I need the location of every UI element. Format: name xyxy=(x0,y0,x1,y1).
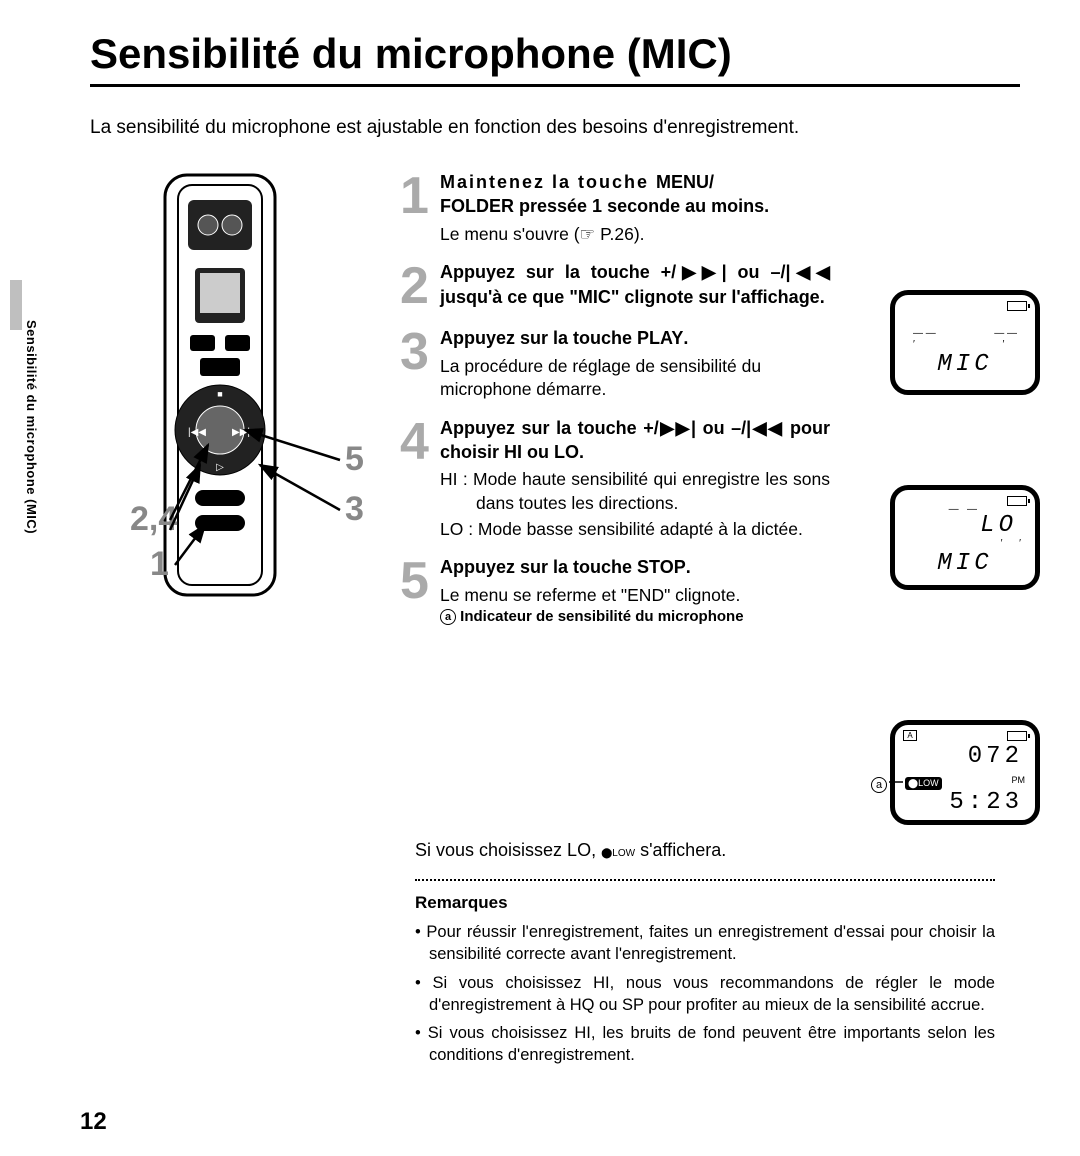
side-tab-label: Sensibilité du microphone (MIC) xyxy=(24,320,39,534)
step-2: 2 Appuyez sur la touche +/▶▶| ou –/|◀◀ j… xyxy=(400,260,830,312)
step-number: 1 xyxy=(400,170,440,246)
pointer-line xyxy=(889,781,903,783)
svg-text:▷: ▷ xyxy=(216,462,224,473)
side-tab: Sensibilité du microphone (MIC) xyxy=(10,300,40,620)
svg-text:|◀◀: |◀◀ xyxy=(188,427,206,438)
blink-icon: — — xyxy=(949,504,977,515)
after-steps: Si vous choisissez LO, ⬤LOW s'affichera.… xyxy=(415,840,995,1073)
low-badge-inline: ⬤LOW xyxy=(601,848,635,859)
indicator-label: Indicateur de sensibilité du microphone xyxy=(460,608,743,625)
circle-a-icon: a xyxy=(440,609,456,625)
stop-button-label: STOP xyxy=(637,557,686,577)
remark-item: Si vous choisissez HI, nous vous recomma… xyxy=(415,972,995,1017)
step-text: Appuyez sur la touche xyxy=(440,557,637,577)
lo-mode-desc: LO : Mode basse sensibilité adapté à la … xyxy=(440,518,830,542)
step-title: Appuyez sur la touche STOP. xyxy=(440,555,830,579)
remarks-title: Remarques xyxy=(415,893,995,913)
step-desc: Le menu se referme et "END" clignote. xyxy=(440,584,830,608)
device-illustration: ■ |◀◀ ▶▶| ▷ 2,4 1 5 3 xyxy=(100,170,400,630)
page-title: Sensibilité du microphone (MIC) xyxy=(90,30,1020,87)
battery-icon xyxy=(1007,731,1027,741)
lcd-text: LO xyxy=(895,512,1035,539)
step-title: Appuyez sur la touche +/▶▶| ou –/|◀◀ jus… xyxy=(440,260,830,309)
folder-icon: A xyxy=(903,730,917,741)
step-title: Appuyez sur la touche PLAY. xyxy=(440,326,830,350)
steps-list: 1 Maintenez la touche MENU/ FOLDER press… xyxy=(400,170,830,641)
remark-item: Pour réussir l'enregistrement, faites un… xyxy=(415,921,995,966)
page-number: 12 xyxy=(80,1108,107,1136)
step-text: pressée 1 seconde au moins. xyxy=(514,196,769,216)
step-number: 2 xyxy=(400,260,440,312)
battery-icon xyxy=(1007,301,1027,311)
battery-icon xyxy=(1007,496,1027,506)
lcd-screen-status: A 072 ⬤LOW PM 5:23 a xyxy=(890,720,1040,825)
folder-button-label: FOLDER xyxy=(440,196,514,216)
blink-icon: — — ′ xyxy=(994,328,1017,350)
low-badge: ⬤LOW xyxy=(905,777,942,790)
step-number: 3 xyxy=(400,326,440,402)
step-1: 1 Maintenez la touche MENU/ FOLDER press… xyxy=(400,170,830,246)
pm-label: PM xyxy=(1012,775,1026,785)
step-number: 5 xyxy=(400,555,440,627)
step-5: 5 Appuyez sur la touche STOP. Le menu se… xyxy=(400,555,830,627)
step-desc: La procédure de réglage de sensibilité d… xyxy=(440,355,830,402)
callout-5: 5 xyxy=(345,440,364,479)
step-text: . xyxy=(683,328,688,348)
lcd-count: 072 xyxy=(968,743,1023,770)
step-number: 4 xyxy=(400,416,440,541)
step-3: 3 Appuyez sur la touche PLAY. La procédu… xyxy=(400,326,830,402)
lcd-screen-mic: MIC — —′ — — ′ xyxy=(890,290,1040,395)
recorder-device-svg: ■ |◀◀ ▶▶| ▷ xyxy=(160,170,280,600)
step-title: Appuyez sur la touche +/▶▶| ou –/|◀◀ pou… xyxy=(440,416,830,465)
step-title: Maintenez la touche MENU/ FOLDER pressée… xyxy=(440,170,830,219)
svg-text:■: ■ xyxy=(217,389,222,399)
lo-display-note: Si vous choisissez LO, ⬤LOW s'affichera. xyxy=(415,840,995,861)
blink-icon: ′ ′ xyxy=(1001,538,1021,549)
step-text: Maintenez la touche xyxy=(440,172,656,192)
remarks-section: Remarques Pour réussir l'enregistrement,… xyxy=(415,893,995,1067)
step-4: 4 Appuyez sur la touche +/▶▶| ou –/|◀◀ p… xyxy=(400,416,830,541)
step-text: . xyxy=(686,557,691,577)
svg-text:▶▶|: ▶▶| xyxy=(232,427,250,438)
lcd-text: MIC xyxy=(895,550,1035,577)
indicator-note: a Indicateur de sensibilité du microphon… xyxy=(440,607,830,627)
step-text: Appuyez sur la touche xyxy=(440,328,637,348)
remark-item: Si vous choisissez HI, les bruits de fon… xyxy=(415,1022,995,1067)
side-tab-bar xyxy=(10,280,22,330)
callout-1: 1 xyxy=(150,545,169,584)
play-button-label: PLAY xyxy=(637,328,683,348)
divider xyxy=(415,879,995,881)
lcd-time: 5:23 xyxy=(949,789,1023,816)
lcd-screen-lo: LO — — ′ ′ MIC xyxy=(890,485,1040,590)
intro-text: La sensibilité du microphone est ajustab… xyxy=(90,117,1020,139)
blink-icon: — —′ xyxy=(913,328,936,350)
callout-24: 2,4 xyxy=(130,500,177,539)
hi-mode-desc: HI : Mode haute sensibilité qui enregist… xyxy=(440,468,830,515)
callout-3: 3 xyxy=(345,490,364,529)
menu-button-label: MENU/ xyxy=(656,172,714,192)
lcd-text: MIC xyxy=(895,351,1035,378)
step-desc: Le menu s'ouvre (☞ P.26). xyxy=(440,223,830,247)
circle-a-icon: a xyxy=(871,777,887,793)
